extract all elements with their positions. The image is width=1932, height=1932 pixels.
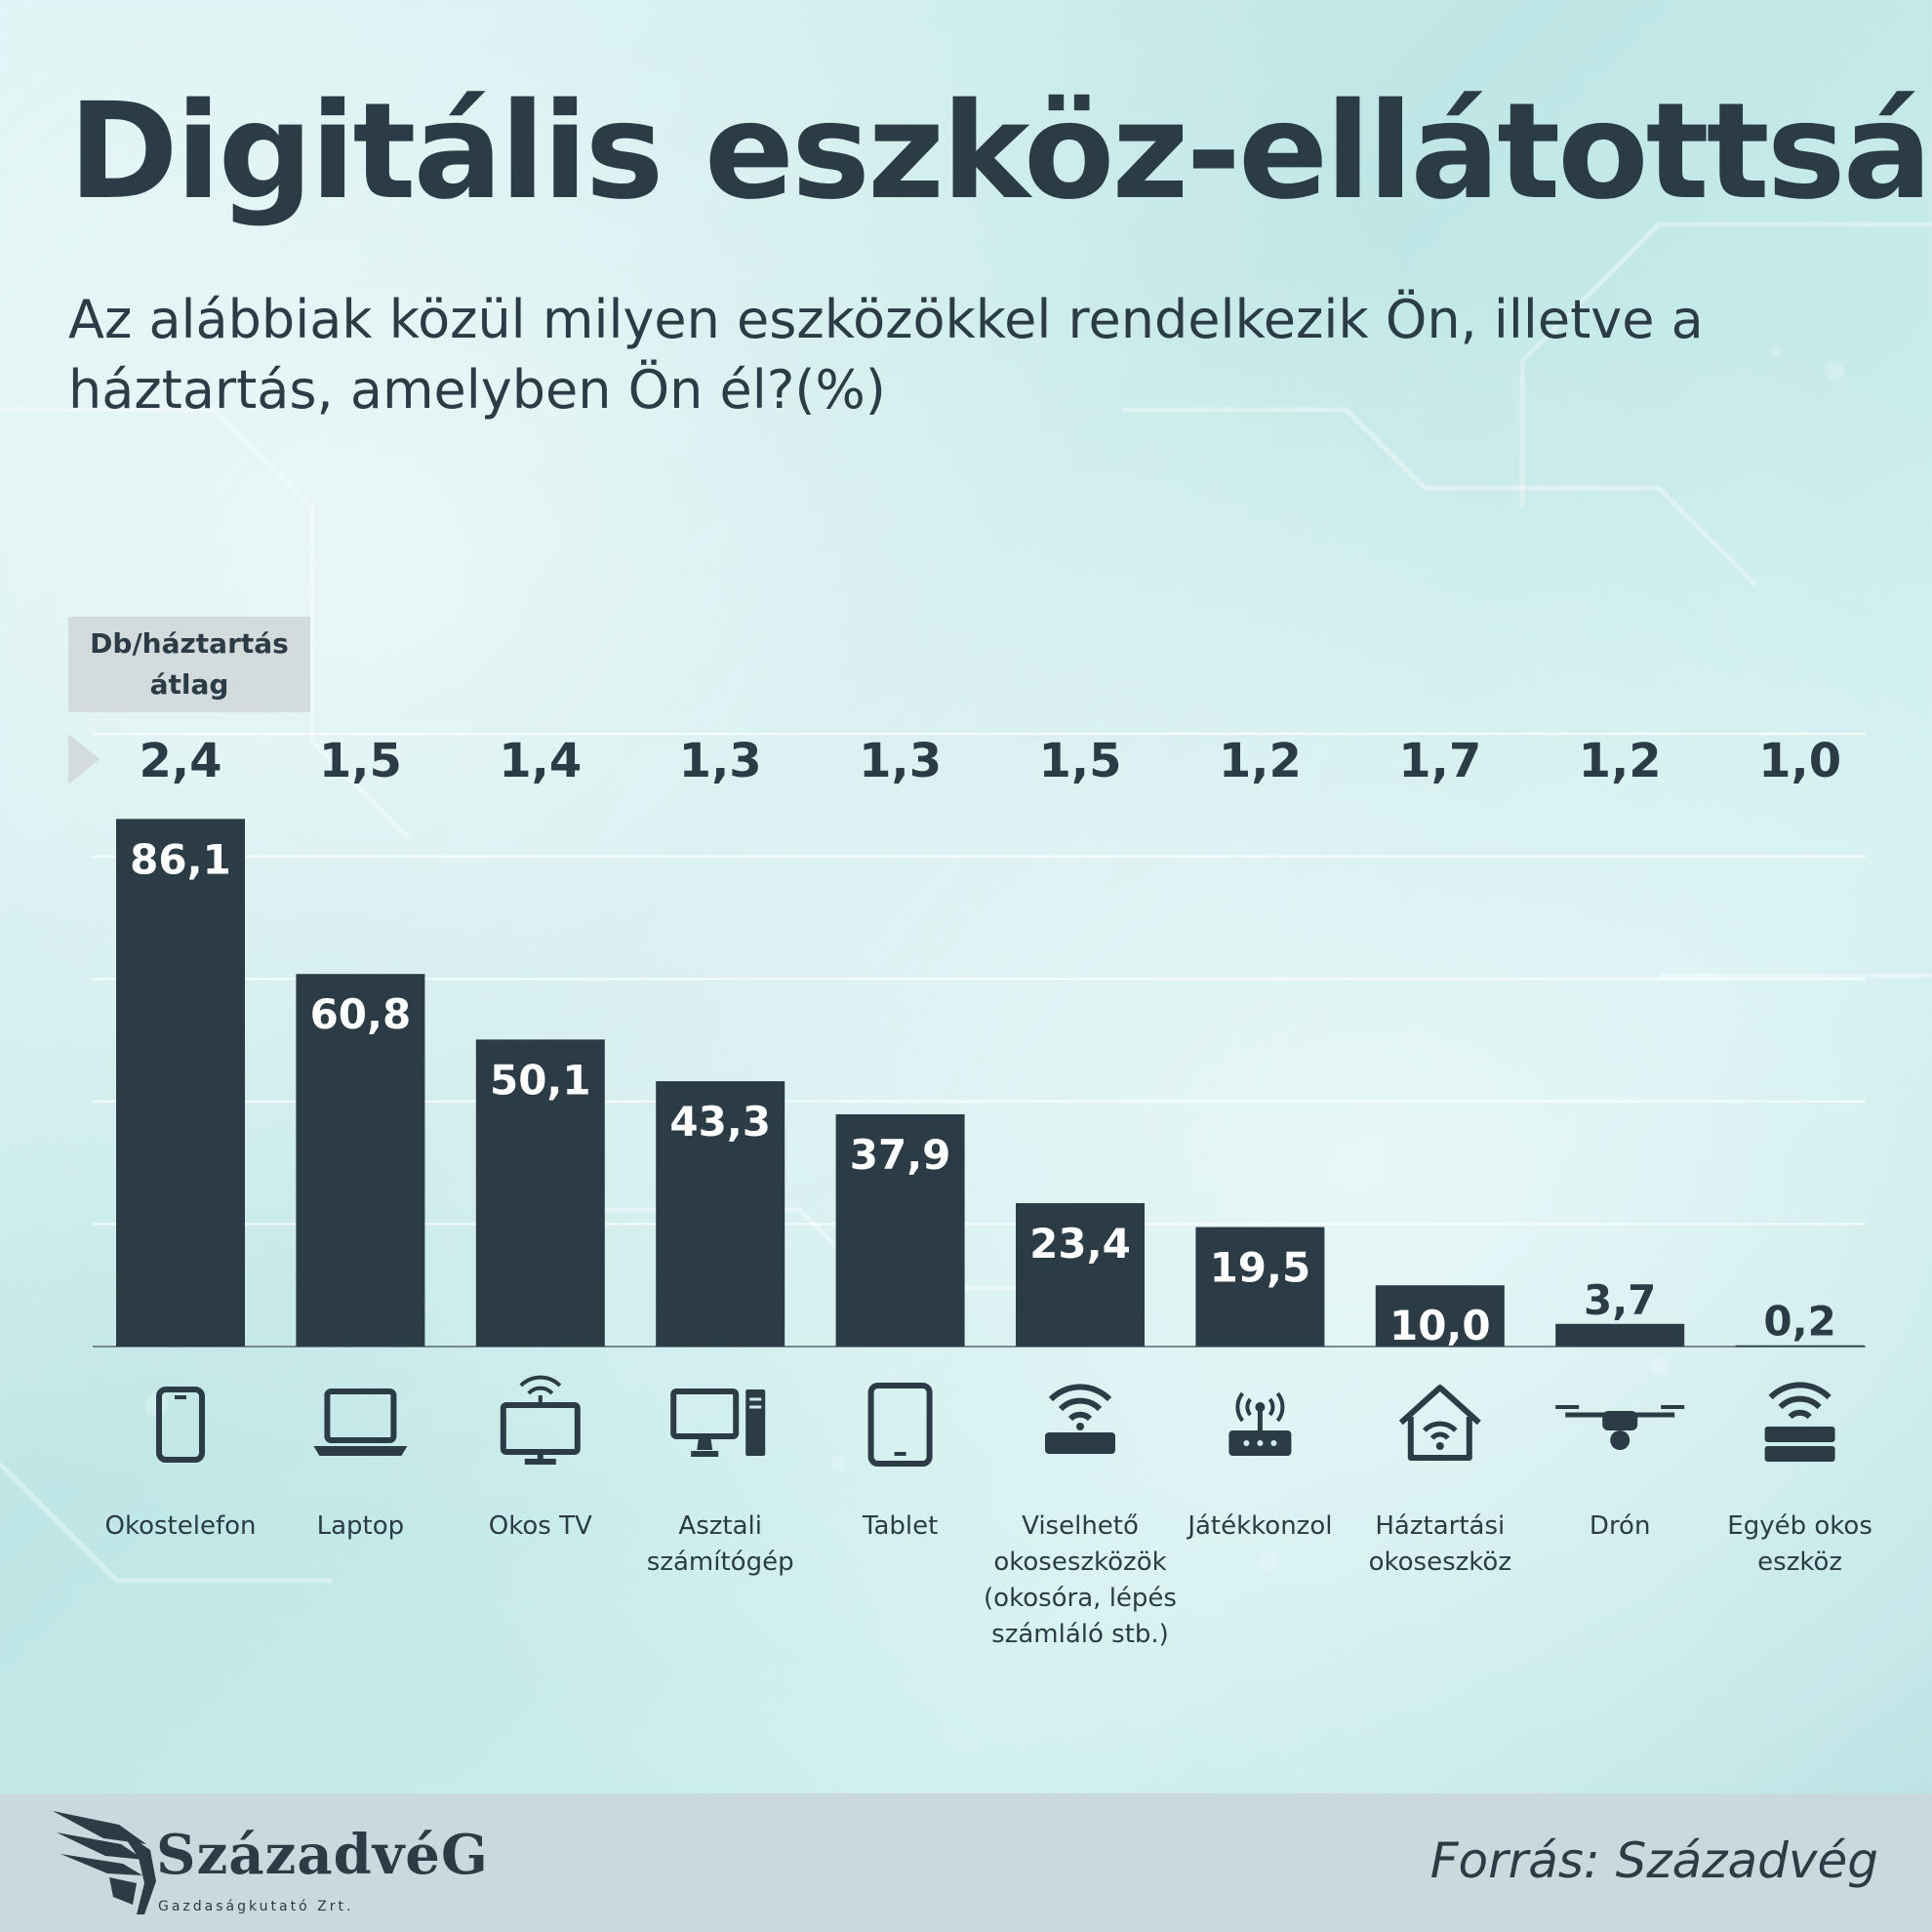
laptop-icon — [313, 1389, 408, 1456]
bar-9 — [1555, 1323, 1685, 1347]
szazadveg-logo — [53, 1811, 156, 1914]
smartphone-icon — [156, 1387, 205, 1463]
category-label: számítógép — [647, 1548, 794, 1577]
avg-per-household-label: 1,2 — [1579, 734, 1662, 788]
category-label: eszköz — [1757, 1548, 1842, 1577]
avg-per-household-label: 1,7 — [1398, 734, 1481, 788]
bar-value-label: 19,5 — [1210, 1244, 1311, 1292]
avg-per-household-label: 1,5 — [319, 734, 402, 788]
smart-tv-icon — [500, 1375, 581, 1465]
category-label: Laptop — [317, 1511, 405, 1541]
category-label: Drón — [1590, 1511, 1651, 1541]
bar-10 — [1735, 1345, 1865, 1348]
avg-per-household-label: 1,0 — [1758, 734, 1841, 788]
category-label: számláló stb.) — [991, 1620, 1169, 1649]
chart-subtitle: Az alábbiak közül milyen eszközökkel ren… — [68, 289, 1704, 421]
smart-home-icon — [1398, 1385, 1481, 1461]
bar-value-label: 50,1 — [490, 1056, 591, 1104]
avg-per-household-label: 2,4 — [139, 734, 221, 788]
logo-wordmark: SzázadvéG — [156, 1823, 489, 1887]
bar-value-label: 10,0 — [1389, 1302, 1491, 1349]
wearable-device-icon — [1045, 1384, 1115, 1454]
bar-value-label: 23,4 — [1029, 1220, 1131, 1268]
bar-5 — [835, 1113, 965, 1347]
category-label: Asztali — [678, 1511, 762, 1541]
category-label: Okostelefon — [105, 1511, 257, 1541]
category-label: Okos TV — [489, 1511, 592, 1541]
avg-per-household-label: 1,5 — [1038, 734, 1121, 788]
category-label: Játékkonzol — [1186, 1511, 1332, 1541]
avg-per-household-label: 1,3 — [679, 734, 762, 788]
category-label: Tablet — [862, 1511, 938, 1541]
bar-value-label: 0,2 — [1763, 1298, 1835, 1346]
category-label: okoseszközök — [993, 1548, 1166, 1577]
bar-4 — [656, 1081, 785, 1347]
bar-value-label: 43,3 — [669, 1098, 771, 1146]
category-label: okoseszköz — [1369, 1548, 1511, 1577]
bar-2 — [296, 974, 425, 1347]
tablet-icon — [867, 1383, 933, 1467]
chart-title: Digitális eszköz-ellátottság — [68, 75, 1932, 229]
drone-icon — [1555, 1405, 1685, 1450]
source-note: Forrás: Századvég — [1429, 1832, 1878, 1889]
logo-subtitle: Gazdaságkutató Zrt. — [158, 1899, 354, 1914]
footer-bar — [0, 1793, 1932, 1932]
bar-value-label: 37,9 — [850, 1131, 951, 1179]
bar-8 — [1375, 1285, 1505, 1347]
other-smart-device-icon — [1764, 1382, 1835, 1462]
game-console-icon — [1228, 1391, 1292, 1456]
avg-header-line2: átlag — [149, 668, 229, 701]
bar-1 — [116, 819, 245, 1347]
avg-header-line1: Db/háztartás — [90, 627, 289, 660]
avg-per-household-label: 1,3 — [859, 734, 942, 788]
avg-row-arrow-marker — [68, 734, 100, 785]
bar-value-label: 86,1 — [130, 835, 231, 883]
bar-3 — [475, 1039, 605, 1347]
bar-value-label: 60,8 — [310, 990, 412, 1038]
category-label: (okosóra, lépés — [984, 1584, 1177, 1613]
bar-value-label: 3,7 — [1584, 1276, 1656, 1324]
category-label: Viselhető — [1022, 1511, 1139, 1541]
bar-6 — [1016, 1203, 1145, 1347]
category-label: Egyéb okos — [1727, 1511, 1872, 1541]
category-label: Háztartási — [1375, 1511, 1505, 1541]
avg-per-household-header: Db/háztartás átlag — [68, 617, 310, 712]
bar-7 — [1195, 1227, 1325, 1347]
avg-per-household-label: 1,2 — [1219, 734, 1302, 788]
bar-chart: 2,4 1,5 1,4 1,3 1,3 1,5 1,2 1,7 1,2 1,0 86,1 60,8 5… — [68, 733, 1872, 1649]
avg-per-household-label: 1,4 — [499, 734, 582, 788]
desktop-computer-icon — [670, 1389, 766, 1457]
